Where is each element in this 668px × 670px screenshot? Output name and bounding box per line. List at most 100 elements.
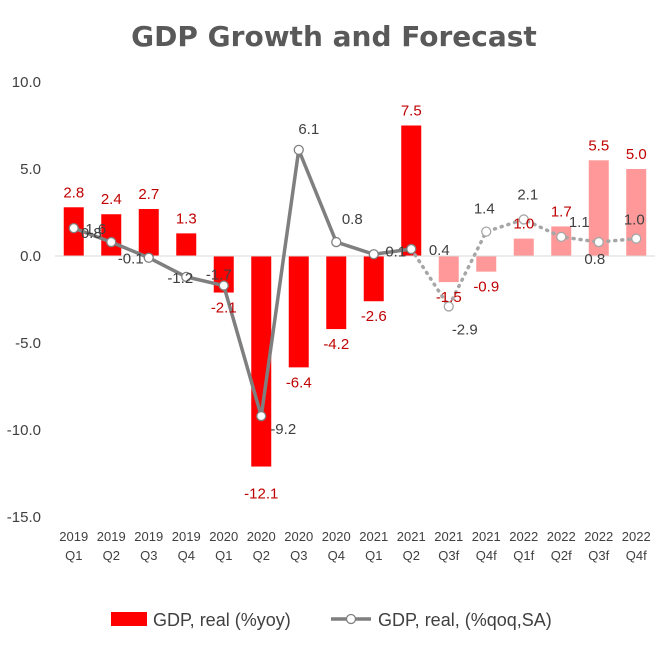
- y-tick-label: -10.0: [7, 422, 41, 439]
- legend-bar-swatch: [111, 612, 147, 626]
- line-value-label: 0.8: [342, 211, 363, 228]
- line-value-label: -1.7: [206, 267, 232, 284]
- x-tick-year: 2021: [434, 529, 463, 544]
- bar-value-label: 5.0: [626, 146, 647, 163]
- line-series: [68, 144, 642, 422]
- line-value-label: 1.4: [474, 201, 495, 218]
- legend-bar-label: GDP, real (%yoy): [153, 610, 291, 630]
- bar: [251, 256, 272, 467]
- x-tick-quarter: Q4f: [476, 548, 497, 563]
- x-tick-year: 2020: [284, 529, 313, 544]
- line-point: [593, 236, 604, 248]
- x-tick-quarter: Q3: [290, 548, 307, 563]
- x-tick-year: 2021: [472, 529, 501, 544]
- x-tick-year: 2021: [397, 529, 426, 544]
- legend: GDP, real (%yoy) GDP, real, (%qoq,SA): [111, 610, 552, 630]
- x-tick-quarter: Q3f: [588, 548, 609, 563]
- line-value-label: 0.4: [429, 242, 450, 259]
- line-value-label: -2.9: [452, 321, 478, 338]
- line-value-label: 0.8: [81, 225, 102, 242]
- x-tick-quarter: Q1: [365, 548, 382, 563]
- line-value-label: 2.1: [517, 186, 538, 203]
- bar: [476, 256, 497, 272]
- bar-value-label: -2.1: [211, 300, 237, 317]
- y-tick-label: 5.0: [20, 161, 41, 178]
- y-tick-label: 10.0: [12, 74, 41, 91]
- line-point: [556, 231, 567, 243]
- line-point: [331, 236, 342, 248]
- bar-value-label: -2.6: [361, 308, 387, 325]
- line-value-label: -1.2: [167, 270, 193, 287]
- x-tick-year: 2019: [134, 529, 163, 544]
- line-value-label: 0.1: [385, 243, 406, 260]
- x-tick-year: 2020: [247, 529, 276, 544]
- x-tick-quarter: Q2: [103, 548, 120, 563]
- line-value-label: 0.8: [584, 251, 605, 268]
- y-axis: 10.0 5.0 0.0 -5.0 -10.0 -15.0: [7, 74, 41, 526]
- bar: [326, 256, 347, 330]
- bar-value-label: 1.7: [551, 203, 572, 220]
- bar: [626, 169, 647, 256]
- x-tick-year: 2021: [359, 529, 388, 544]
- line-point: [68, 223, 79, 234]
- x-tick-year: 2019: [172, 529, 201, 544]
- bar: [588, 160, 609, 256]
- x-tick-quarter: Q1f: [513, 548, 534, 563]
- legend-line-label: GDP, real, (%qoq,SA): [378, 610, 552, 630]
- x-tick-quarter: Q1: [215, 548, 232, 563]
- x-tick-quarter: Q2f: [551, 548, 572, 563]
- line-point: [106, 236, 117, 248]
- x-tick-year: 2022: [584, 529, 613, 544]
- line-value-label: -9.2: [270, 421, 296, 438]
- bar: [363, 256, 384, 302]
- line-point: [256, 410, 267, 422]
- x-tick-year: 2019: [59, 529, 88, 544]
- line-point: [631, 233, 642, 244]
- line-actual: [73, 148, 412, 418]
- line-value-label: 6.1: [298, 121, 319, 138]
- x-tick-year: 2020: [322, 529, 351, 544]
- bar-series: [63, 125, 647, 467]
- bar: [513, 238, 534, 256]
- bar-value-label: 2.7: [138, 186, 159, 203]
- x-tick-quarter: Q4: [328, 548, 345, 563]
- bar-value-label: -6.4: [286, 374, 312, 391]
- x-axis: 2019 Q1 2019 Q2 2019 Q3 2019 Q4 2020 Q1 2020 Q2 2020…: [59, 529, 650, 563]
- line-point: [143, 252, 154, 263]
- bar-value-label: 1.0: [513, 216, 534, 233]
- bar-value-label: -4.2: [323, 336, 349, 353]
- y-tick-label: -5.0: [15, 335, 41, 352]
- line-point: [218, 280, 229, 291]
- bar-value-label: -0.9: [473, 279, 499, 296]
- bar-value-label: 2.4: [101, 191, 122, 208]
- line-value-label: -0.1: [118, 251, 144, 268]
- x-tick-quarter: Q2: [403, 548, 420, 563]
- bar: [401, 125, 422, 256]
- bar-value-label: 2.8: [63, 184, 84, 201]
- x-tick-quarter: Q2: [253, 548, 270, 563]
- line-point: [481, 226, 492, 237]
- data-labels: 2.8 2.4 2.7 1.3 -2.1 -12.1 -6.4 -4.2 -2.6 7.5 -1.5…: [63, 103, 646, 503]
- y-tick-label: -15.0: [7, 509, 41, 526]
- bar: [138, 209, 159, 256]
- x-tick-year: 2019: [97, 529, 126, 544]
- line-point: [406, 243, 417, 255]
- line-value-label: 1.1: [569, 214, 590, 231]
- x-tick-year: 2022: [547, 529, 576, 544]
- bar: [438, 256, 459, 283]
- bar-value-label: -12.1: [244, 486, 278, 503]
- bar-value-label: 7.5: [401, 103, 422, 120]
- y-tick-label: 0.0: [20, 248, 41, 265]
- x-tick-quarter: Q3: [140, 548, 157, 563]
- bar-value-label: 5.5: [588, 137, 609, 154]
- x-tick-quarter: Q1: [65, 548, 82, 563]
- bar-value-label: 1.3: [176, 210, 197, 227]
- x-tick-year: 2022: [622, 529, 651, 544]
- line-point: [443, 301, 454, 312]
- line-value-label: 1.6: [85, 221, 106, 238]
- line-point: [293, 144, 304, 156]
- line-point: [181, 271, 192, 283]
- x-tick-quarter: Q4f: [626, 548, 647, 563]
